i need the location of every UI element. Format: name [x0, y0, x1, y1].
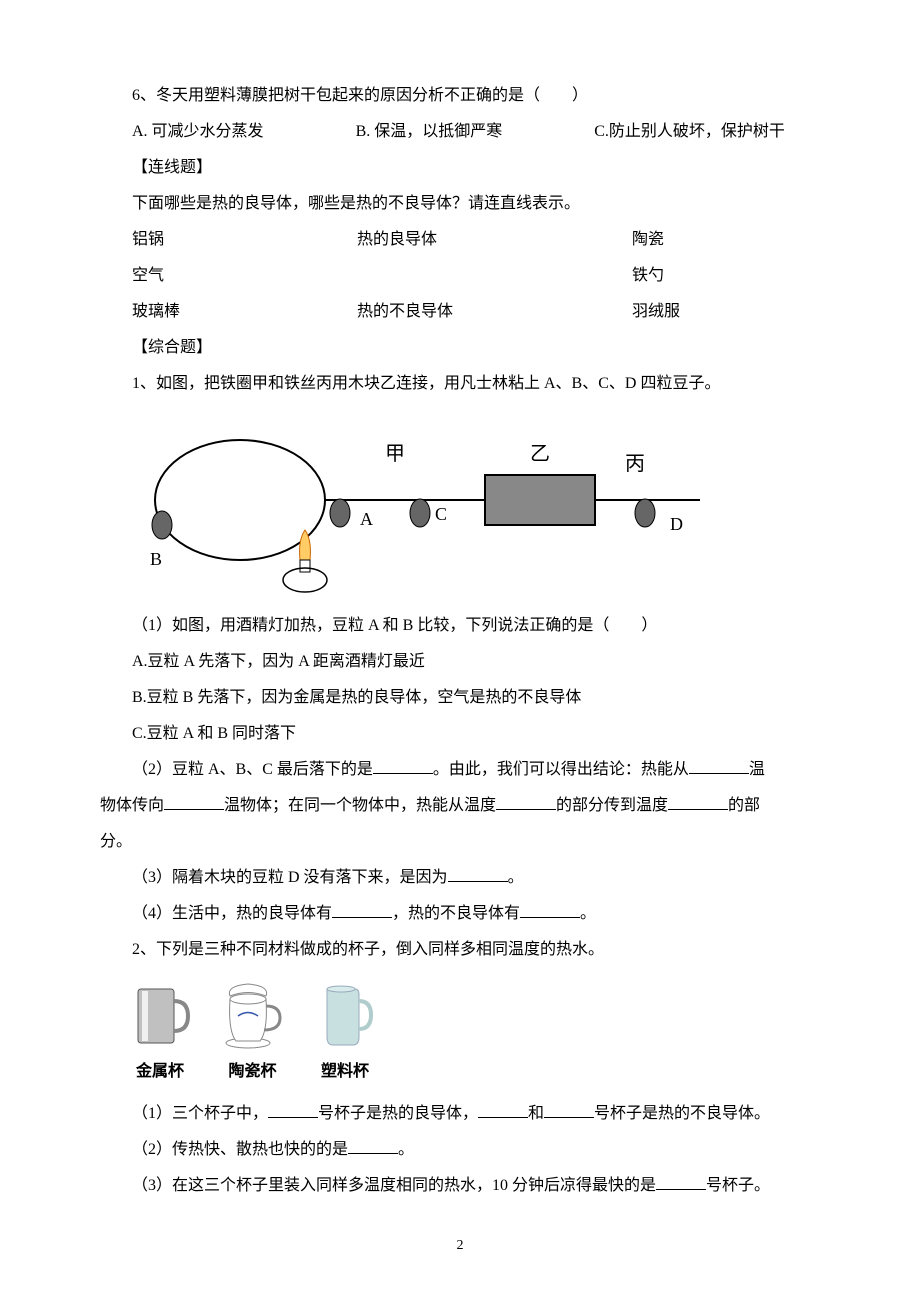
label-D: D — [670, 514, 683, 534]
q2-sub3: （3）在这三个杯子里装入同样多温度相同的热水，10 分钟后凉得最快的是号杯子。 — [100, 1170, 820, 1202]
cup-plastic-label: 塑料杯 — [321, 1056, 369, 1088]
matching-mid-2: 热的不良导体 — [325, 296, 475, 328]
q2-stem: 2、下列是三种不同材料做成的杯子，倒入同样多相同温度的热水。 — [100, 934, 820, 966]
q1-sub2-line2: 物体传向温物体；在同一个物体中，热能从温度的部分传到温度的部 — [100, 790, 820, 822]
matching-row-0: 铝锅 热的良导体 陶瓷 — [100, 224, 700, 256]
cup-metal-label: 金属杯 — [136, 1056, 184, 1088]
q6-options: A. 可减少水分蒸发 B. 保温，以抵御严寒 C.防止别人破坏，保护树干 — [100, 116, 820, 148]
q6-optB: B. 保温，以抵御严寒 — [324, 116, 503, 148]
cup-plastic: 塑料杯 — [315, 981, 375, 1088]
q1-sub3: （3）隔着木块的豆粒 D 没有落下来，是因为。 — [100, 862, 820, 894]
q1-sub1-optC: C.豆粒 A 和 B 同时落下 — [100, 718, 820, 750]
q1-sub4: （4）生活中，热的良导体有，热的不良导体有。 — [100, 898, 820, 930]
matching-row-2: 玻璃棒 热的不良导体 羽绒服 — [100, 296, 700, 328]
matching-right-2: 羽绒服 — [600, 296, 700, 328]
matching-right-0: 陶瓷 — [600, 224, 700, 256]
label-jia: 甲 — [385, 443, 405, 465]
label-C: C — [435, 504, 447, 524]
cup-metal: 金属杯 — [130, 981, 190, 1088]
matching-right-1: 铁勺 — [600, 260, 700, 292]
label-yi: 乙 — [530, 443, 550, 465]
matching-left-1: 空气 — [100, 260, 200, 292]
q6-stem: 6、冬天用塑料薄膜把树干包起来的原因分析不正确的是（ ） — [100, 80, 820, 112]
composite-heading: 【综合题】 — [100, 332, 820, 364]
q2-sub2: （2）传热快、散热也快的的是。 — [100, 1134, 820, 1166]
label-A: A — [360, 509, 373, 529]
q1-sub2-line3: 分。 — [100, 826, 820, 858]
q6-optA: A. 可减少水分蒸发 — [100, 116, 264, 148]
q2-sub1: （1）三个杯子中，号杯子是热的良导体，和号杯子是热的不良导体。 — [100, 1098, 820, 1130]
q1-stem: 1、如图，把铁圈甲和铁丝丙用木块乙连接，用凡士林粘上 A、B、C、D 四粒豆子。 — [100, 368, 820, 400]
q1-sub1-optB: B.豆粒 B 先落下，因为金属是热的良导体，空气是热的不良导体 — [100, 682, 820, 714]
cup-ceramic: 陶瓷杯 — [220, 981, 285, 1088]
q1-sub2-line1: （2）豆粒 A、B、C 最后落下的是。由此，我们可以得出结论：热能从温 — [100, 754, 820, 786]
matching-row-1: 空气 铁勺 — [100, 260, 700, 292]
cup-ceramic-label: 陶瓷杯 — [228, 1056, 276, 1088]
page-number: 2 — [100, 1232, 820, 1260]
label-bing: 丙 — [625, 453, 645, 475]
matching-mid-0: 热的良导体 — [325, 224, 475, 256]
matching-left-0: 铝锅 — [100, 224, 200, 256]
q1-sub1-optA: A.豆粒 A 先落下，因为 A 距离酒精灯最近 — [100, 646, 820, 678]
q2-cups: 金属杯 陶瓷杯 塑料杯 — [130, 981, 820, 1088]
matching-heading: 【连线题】 — [100, 152, 820, 184]
matching-left-2: 玻璃棒 — [100, 296, 200, 328]
q1-diagram: 甲 乙 丙 B A C D — [130, 415, 730, 595]
matching-mid-1 — [325, 260, 475, 292]
label-B: B — [150, 549, 162, 569]
q1-sub1-stem: （1）如图，用酒精灯加热，豆粒 A 和 B 比较，下列说法正确的是（ ） — [100, 610, 820, 642]
q6-optC: C.防止别人破坏，保护树干 — [562, 116, 785, 148]
matching-instruction: 下面哪些是热的良导体，哪些是热的不良导体？请连直线表示。 — [100, 188, 820, 220]
